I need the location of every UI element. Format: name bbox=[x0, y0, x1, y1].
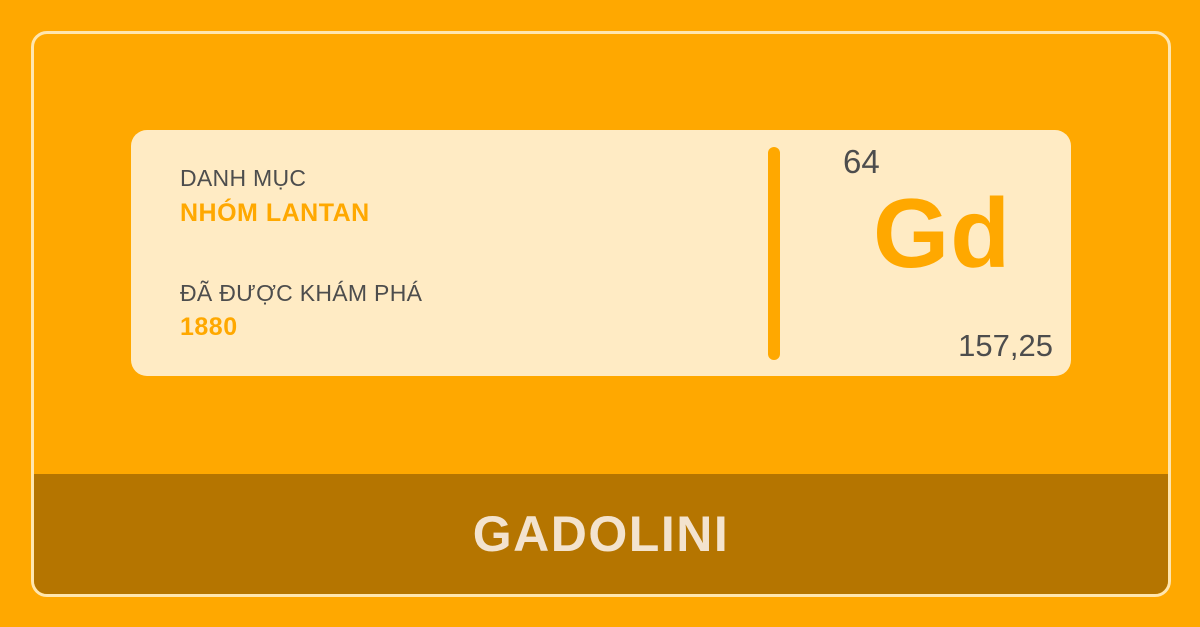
category-value: NHÓM LANTAN bbox=[180, 199, 370, 227]
element-symbol: Gd bbox=[873, 178, 1012, 288]
element-name-bar: GADOLINI bbox=[34, 474, 1168, 594]
vertical-divider bbox=[768, 147, 780, 360]
element-frame: DANH MỤC NHÓM LANTAN ĐÃ ĐƯỢC KHÁM PHÁ 18… bbox=[31, 31, 1171, 597]
element-card: DANH MỤC NHÓM LANTAN ĐÃ ĐƯỢC KHÁM PHÁ 18… bbox=[131, 130, 1071, 376]
element-name: GADOLINI bbox=[472, 506, 730, 562]
category-label: DANH MỤC bbox=[180, 165, 307, 191]
atomic-number: 64 bbox=[843, 143, 880, 180]
discovered-value: 1880 bbox=[180, 313, 238, 341]
atomic-mass: 157,25 bbox=[958, 328, 1053, 363]
discovered-label: ĐÃ ĐƯỢC KHÁM PHÁ bbox=[180, 280, 423, 306]
